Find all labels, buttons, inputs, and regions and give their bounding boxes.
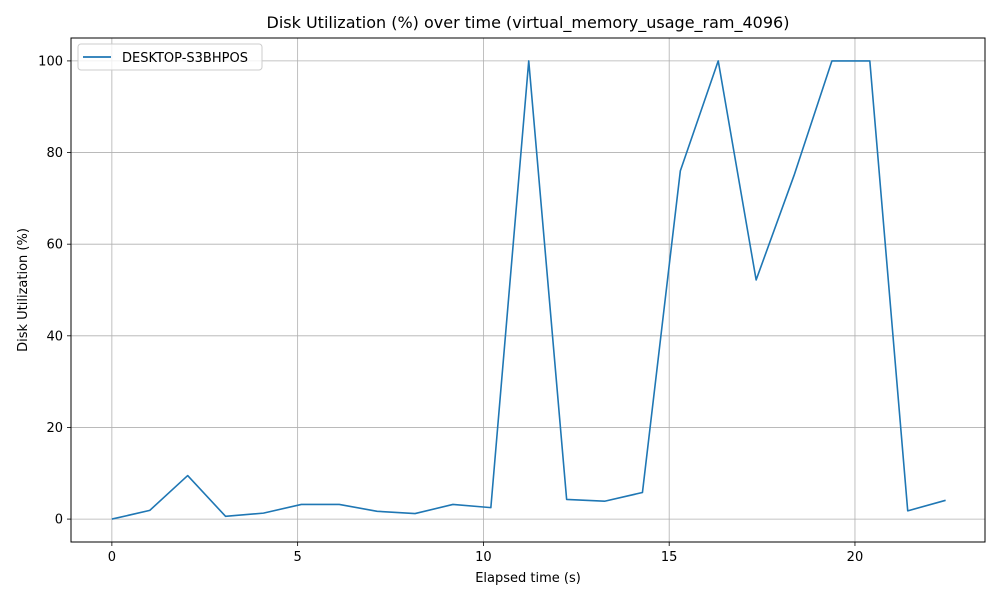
- x-tick-label: 15: [661, 550, 678, 565]
- y-tick-label: 60: [46, 238, 63, 253]
- legend: DESKTOP-S3BHPOS: [77, 43, 263, 71]
- y-tick-label: 0: [55, 513, 63, 528]
- x-tick-label: 10: [475, 550, 492, 565]
- y-axis-label: Disk Utilization (%): [16, 228, 31, 352]
- x-tick-label: 5: [294, 550, 302, 565]
- series-line: [111, 60, 946, 520]
- x-tick-label: 0: [108, 550, 116, 565]
- chart-title: Disk Utilization (%) over time (virtual_…: [267, 13, 790, 33]
- tick-layer: 0 5 10 15 20 0 20 40 60 80 100: [38, 54, 863, 565]
- y-tick-label: 40: [46, 329, 63, 344]
- y-tick-label: 100: [38, 54, 63, 69]
- series-layer: [111, 60, 946, 520]
- legend-label: DESKTOP-S3BHPOS: [122, 51, 248, 66]
- plot-frame: [70, 37, 986, 543]
- legend-box: [77, 43, 263, 71]
- y-tick-label: 20: [46, 421, 63, 436]
- x-tick-label: 20: [847, 550, 864, 565]
- y-tick-label: 80: [46, 146, 63, 161]
- x-axis-label: Elapsed time (s): [475, 571, 581, 586]
